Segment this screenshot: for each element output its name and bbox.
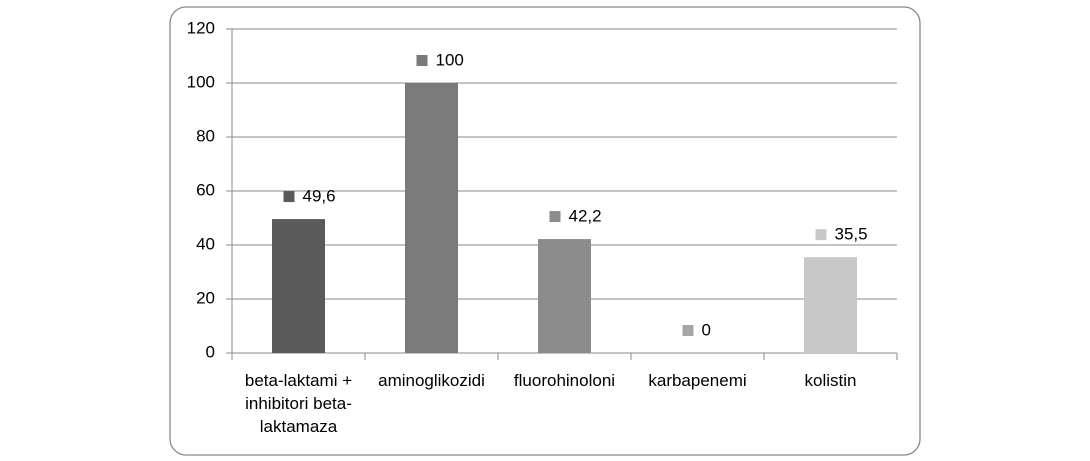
chart-frame [169, 6, 921, 456]
y-tick-label: 20 [196, 288, 215, 307]
label-key [416, 55, 428, 66]
data-label: 0 [702, 320, 711, 339]
label-key [549, 211, 561, 223]
x-tick-label: karbapenemi [648, 371, 747, 390]
x-tick-label: kolistin [804, 371, 857, 390]
data-label: 100 [436, 50, 464, 69]
y-tick-label: 60 [196, 180, 215, 199]
x-tick-label: aminoglikozidi [378, 371, 485, 390]
x-tick-label: fluorohinoloni [513, 371, 616, 390]
y-tick-label: 120 [187, 18, 215, 37]
label-key [815, 229, 827, 241]
data-label: 49,6 [303, 187, 336, 206]
data-label: 42,2 [569, 207, 602, 226]
label-key [682, 325, 694, 336]
y-tick-label: 40 [196, 234, 215, 253]
bar [272, 219, 325, 353]
y-tick-label: 80 [196, 126, 215, 145]
bar [538, 239, 591, 353]
data-label: 35,5 [835, 225, 868, 244]
y-tick-label: 0 [206, 342, 215, 361]
label-key [283, 191, 295, 203]
y-tick-label: 100 [187, 72, 215, 91]
bar [405, 83, 458, 353]
x-tick-label: beta-laktami + inhibitori beta-laktamaza [244, 371, 353, 436]
bar [804, 257, 857, 353]
